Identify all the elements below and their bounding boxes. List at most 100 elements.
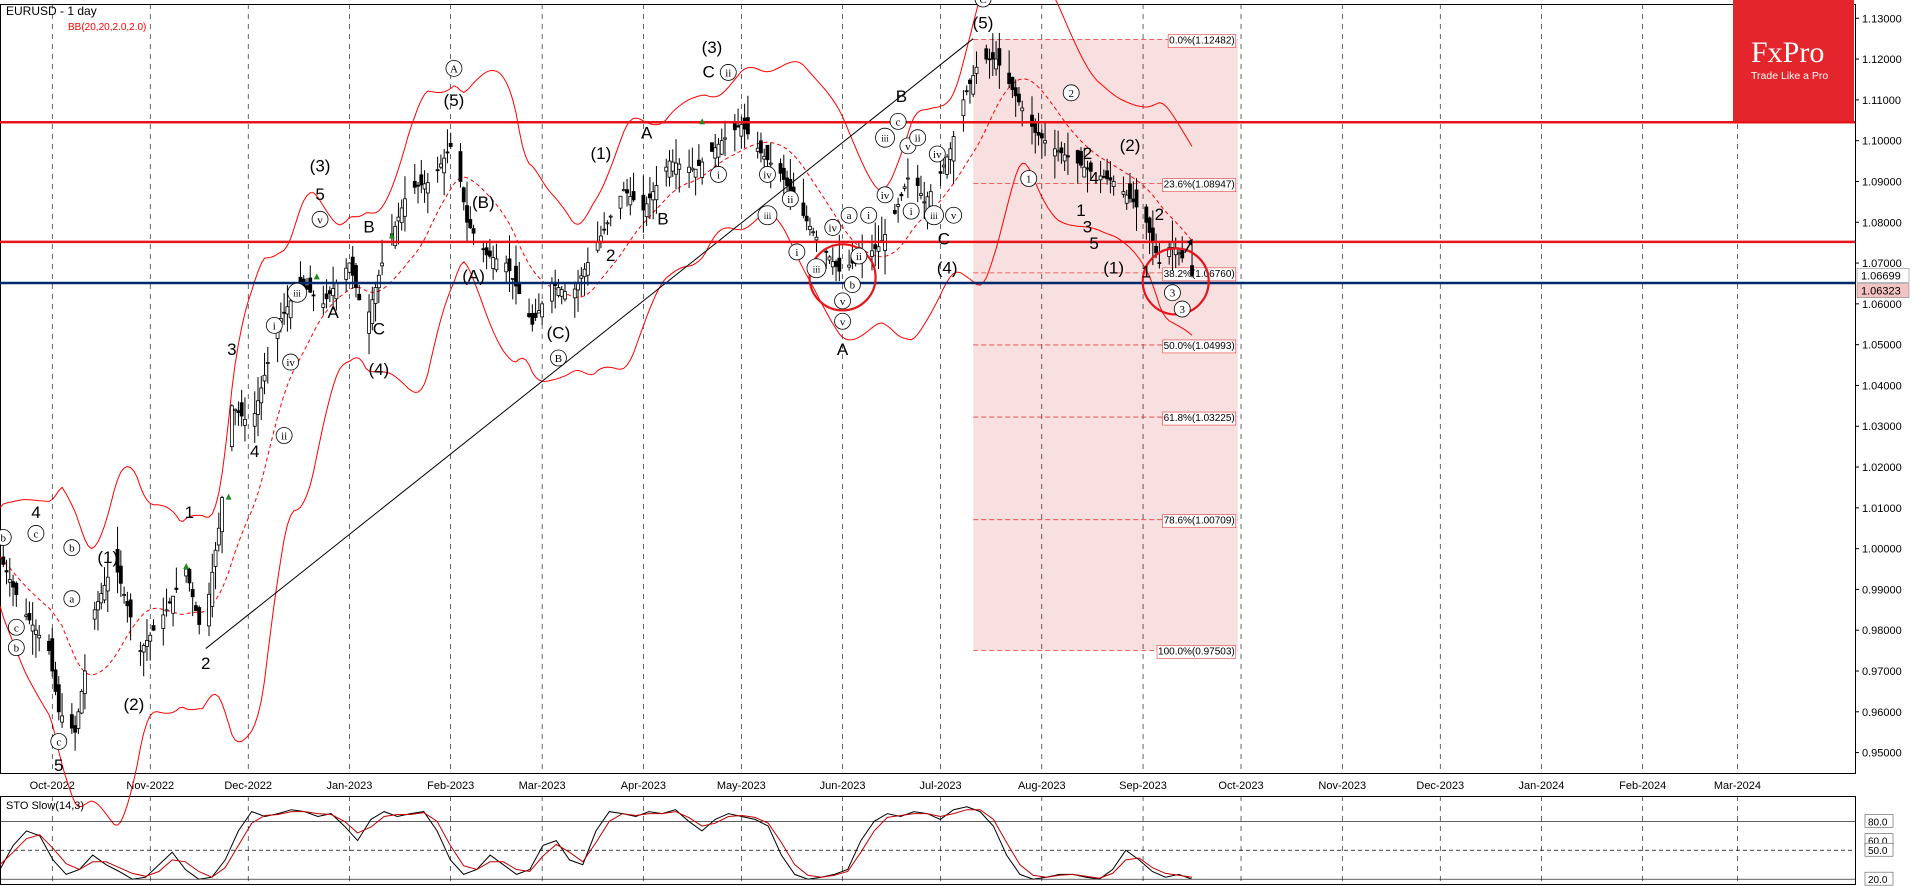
wave-label-circle <box>1173 300 1191 318</box>
candle-body <box>11 581 15 588</box>
fib-label-box <box>1162 339 1237 354</box>
wave-label: 5 <box>54 756 63 775</box>
fib-label-box <box>1162 178 1237 192</box>
y-tick-label: 1.01000 <box>1862 503 1902 515</box>
wave-label-circle <box>1020 170 1038 187</box>
green-arrow-marker <box>225 493 232 500</box>
wave-label: ii <box>915 133 921 145</box>
y-tick-label: 1.06000 <box>1862 299 1902 311</box>
wave-label-circle <box>834 292 851 310</box>
candle-body <box>161 614 166 629</box>
candle-body <box>350 256 355 276</box>
candle-body <box>651 191 656 201</box>
y-tick-label: 0.99000 <box>1862 584 1902 596</box>
candle-body <box>1052 148 1057 157</box>
fib-label-box <box>1162 267 1237 282</box>
wave-label-circle <box>1164 284 1181 302</box>
candle-body <box>27 613 32 621</box>
wave-label: 3 <box>1083 217 1092 236</box>
wave-label: c <box>896 116 901 128</box>
wave-label: (B) <box>472 193 495 212</box>
candle-body <box>233 408 238 412</box>
candle-body <box>376 274 381 289</box>
candle-body <box>1190 265 1194 276</box>
candle-body <box>190 589 195 598</box>
candle-body <box>380 262 385 267</box>
candle-body <box>788 179 793 193</box>
candle-body <box>37 634 42 639</box>
oscillator-tick-label: 80.0 <box>1868 817 1888 828</box>
wave-label-circle <box>909 129 927 147</box>
candle-body <box>514 265 518 287</box>
candle-body <box>948 148 953 160</box>
candle-body <box>834 261 838 267</box>
candle-body <box>102 584 107 601</box>
candle-body <box>1088 162 1093 172</box>
wave-label-circle <box>710 166 727 183</box>
symbol-title: EURUSD - 1 day <box>6 4 97 18</box>
candle-body <box>1098 175 1103 181</box>
candle-body <box>625 189 629 194</box>
candle-body <box>435 169 440 172</box>
wave-label: c <box>33 528 38 540</box>
candle-body <box>118 565 123 584</box>
wave-label: i <box>717 169 720 181</box>
wave-label: B <box>363 217 374 236</box>
wave-label-circle <box>719 64 737 81</box>
candle-body <box>357 293 362 301</box>
wave-label-circle <box>806 258 827 279</box>
candle-body <box>736 125 740 128</box>
wave-label-circle <box>924 205 944 226</box>
candle-body <box>422 183 427 190</box>
candle-body <box>174 587 179 590</box>
wave-label: b <box>1 533 7 545</box>
candle-body <box>207 593 211 627</box>
candle-body <box>1105 170 1110 180</box>
candle-body <box>354 265 358 288</box>
candle-body <box>448 143 453 147</box>
wave-label: iii <box>813 264 821 274</box>
green-arrow-marker <box>388 232 395 239</box>
y-tick-label: 1.08000 <box>1862 217 1902 229</box>
wave-label: v <box>951 210 957 222</box>
wave-label-circle <box>50 733 68 750</box>
wave-label-circle <box>889 112 907 130</box>
wave-label: v <box>840 316 846 328</box>
wave-label: v <box>905 141 911 153</box>
candle-body <box>243 419 247 426</box>
candle-body <box>265 362 270 364</box>
candle-body <box>595 242 600 251</box>
candle-body <box>1020 107 1025 112</box>
wave-label-circle <box>840 206 858 224</box>
wave-label: 3 <box>227 340 236 359</box>
candle-body <box>1059 147 1064 154</box>
wave-label: (2) <box>1120 136 1141 155</box>
candle-body <box>79 691 84 714</box>
oscillator-tick-label: 20.0 <box>1868 875 1888 886</box>
candle-body <box>141 645 146 653</box>
candle-body <box>259 387 264 404</box>
candle-body <box>579 275 584 279</box>
x-tick-label: Jan-2024 <box>1519 780 1565 792</box>
wave-label: C <box>938 230 950 249</box>
candle-body <box>403 198 407 217</box>
wave-label: a <box>69 594 74 606</box>
wave-label-circle <box>63 539 81 557</box>
candle-body <box>608 215 613 218</box>
candle-body <box>125 601 130 607</box>
candle-body <box>128 599 133 618</box>
wave-label-circle <box>974 0 992 8</box>
candle-body <box>148 634 153 642</box>
wave-label-circle <box>287 282 308 303</box>
candle-body <box>167 601 172 604</box>
candle-body <box>30 624 35 632</box>
candle-body <box>723 137 727 140</box>
candle-body <box>213 549 218 567</box>
fib-label-box <box>1162 411 1237 426</box>
wave-label: v <box>317 214 323 226</box>
candle-body <box>654 185 659 201</box>
wave-label: 5 <box>1089 234 1098 253</box>
candle-body <box>115 548 120 573</box>
candle-body <box>370 299 375 324</box>
